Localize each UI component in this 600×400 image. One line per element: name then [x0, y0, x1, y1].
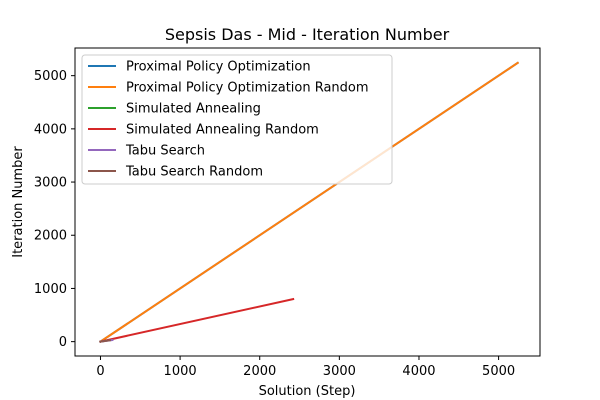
- x-tick-label-1: 1000: [164, 364, 197, 379]
- legend-label-3: Simulated Annealing Random: [126, 123, 319, 138]
- x-tick-label-0: 0: [96, 364, 104, 379]
- x-tick-label-3: 3000: [323, 364, 356, 379]
- y-tick-label-5: 5000: [34, 69, 67, 84]
- x-axis-label: Solution (Step): [259, 384, 356, 399]
- plot-frame: [74, 47, 541, 357]
- legend-label-0: Proximal Policy Optimization: [126, 60, 311, 75]
- series-line-5: [99, 339, 112, 343]
- y-tick-label-3: 3000: [34, 176, 67, 191]
- x-axis: 0 1000 2000 3000 4000 5000: [96, 356, 515, 379]
- y-tick-label-1: 1000: [34, 282, 67, 297]
- legend-box: [81, 54, 393, 185]
- y-tick-label-0: 0: [59, 335, 67, 350]
- legend-label-4: Tabu Search: [125, 144, 205, 159]
- y-tick-label-2: 2000: [34, 229, 67, 244]
- legend-label-1: Proximal Policy Optimization Random: [126, 81, 369, 96]
- plot-area: [99, 61, 520, 344]
- x-tick-label-2: 2000: [243, 364, 276, 379]
- y-axis: 0 1000 2000 3000 4000 5000: [34, 69, 75, 350]
- series-line-3: [99, 297, 295, 343]
- legend-label-5: Tabu Search Random: [125, 165, 263, 180]
- series-line-1: [99, 61, 520, 344]
- legend-label-2: Simulated Annealing: [126, 102, 261, 117]
- x-tick-label-4: 4000: [402, 364, 435, 379]
- legend: Proximal Policy Optimization Proximal Pol…: [81, 54, 393, 185]
- x-tick-label-5: 5000: [482, 364, 515, 379]
- y-tick-label-4: 4000: [34, 122, 67, 137]
- chart-title: Sepsis Das - Mid - Iteration Number: [165, 25, 450, 44]
- y-axis-label: Iteration Number: [11, 146, 26, 258]
